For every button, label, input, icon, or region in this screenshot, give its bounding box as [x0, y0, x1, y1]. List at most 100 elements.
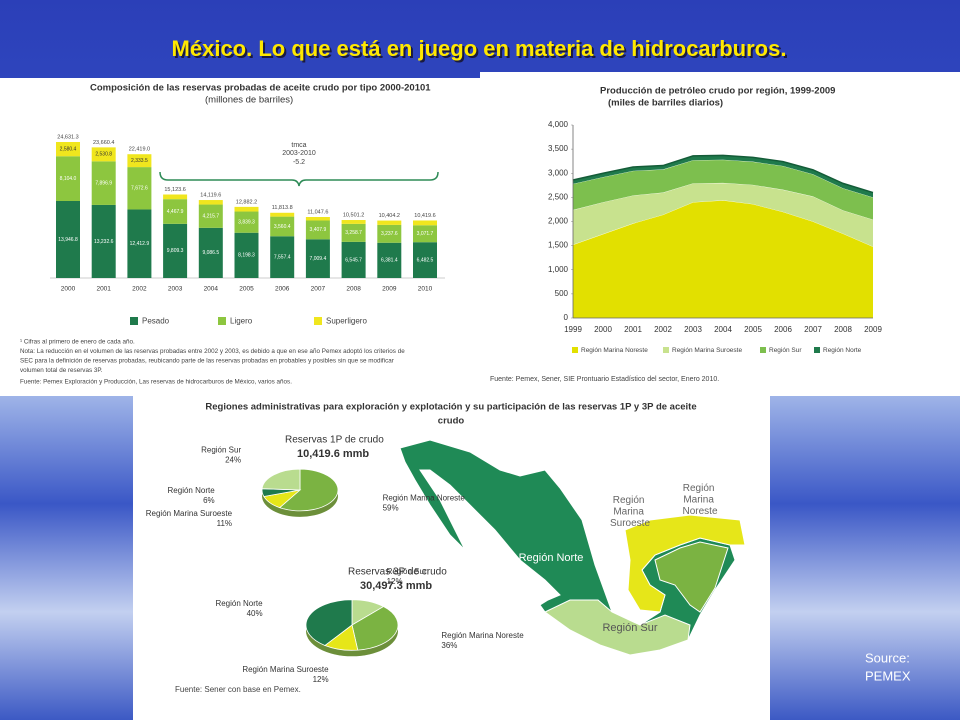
map-region — [624, 514, 746, 613]
pie-label: Región Marina Noreste — [383, 493, 466, 502]
pie-slice — [278, 468, 339, 512]
x-tick-label: 2007 — [311, 286, 326, 293]
value-label: 3,258.7 — [345, 230, 362, 236]
pie-title: Reservas 3P de crudo — [348, 567, 447, 578]
value-label: 3,071.7 — [417, 231, 434, 237]
map-title: Regiones administrativas para exploració… — [205, 402, 696, 413]
value-label: 2,530.8 — [95, 152, 112, 158]
annotation: tmca — [291, 142, 306, 149]
value-label: 2,333.5 — [131, 158, 148, 164]
value-label: 3,407.9 — [310, 227, 327, 233]
bar-segment — [198, 227, 223, 278]
x-tick-label: 2005 — [744, 325, 762, 334]
x-tick-label: 2009 — [864, 325, 882, 334]
pie-label: Región Marina Suroeste — [242, 665, 329, 674]
total-label: 11,047.6 — [307, 209, 328, 215]
pie-value-label: 36% — [441, 641, 457, 650]
pie-label: Región Norte — [168, 486, 216, 495]
area — [573, 200, 873, 318]
x-tick-label: 2008 — [834, 325, 852, 334]
map-label: Región Marina Suroeste — [610, 495, 650, 529]
legend-label: Región Sur — [769, 347, 802, 354]
total-label: 10,501.2 — [343, 212, 364, 218]
bar-segment — [127, 154, 152, 168]
bar-segment — [341, 241, 366, 278]
x-tick-label: 2003 — [168, 286, 183, 293]
note: volumen total de reservas 3P. — [20, 367, 103, 374]
area — [573, 182, 873, 247]
x-tick-label: 2002 — [132, 286, 147, 293]
pie-label: Región Sur — [201, 446, 241, 455]
bar-segment — [270, 216, 295, 237]
y-tick-label: 1,000 — [548, 265, 569, 274]
pie-title: Reservas 1P de crudo — [285, 435, 384, 446]
x-tick-label: 2002 — [654, 325, 672, 334]
legend-label: Región Marina Noreste — [581, 347, 648, 354]
bar-segment — [305, 239, 330, 278]
bar-segment — [127, 167, 152, 210]
bar-segment — [91, 161, 116, 205]
value-label: 7,672.6 — [131, 186, 148, 192]
map-title: crudo — [438, 416, 465, 427]
bar-segment — [270, 236, 295, 278]
x-tick-label: 2009 — [382, 286, 397, 293]
bar-segment — [91, 147, 116, 162]
bar-segment — [163, 199, 188, 224]
total-label: 24,631.3 — [57, 134, 78, 140]
value-label: 2,580.4 — [60, 146, 77, 152]
legend-swatch — [663, 347, 669, 353]
total-label: 10,404.2 — [379, 213, 400, 219]
value-label: 4,467.9 — [167, 209, 184, 215]
pie-slice — [305, 599, 353, 646]
pie-label: Región Norte — [215, 599, 263, 608]
value-label: 8,198.3 — [238, 253, 255, 259]
x-tick-label: 2004 — [204, 286, 219, 293]
annotation: -5.2 — [293, 159, 305, 166]
value-label: 6,482.5 — [417, 257, 434, 263]
y-tick-label: 2,500 — [548, 192, 569, 201]
bar-segment — [413, 220, 437, 226]
value-label: 3,560.4 — [274, 224, 291, 230]
map-region — [654, 541, 729, 613]
legend-label: Pesado — [142, 317, 170, 326]
value-label: 6,545.7 — [345, 257, 362, 263]
legend-label: Región Marina Suroeste — [672, 347, 742, 354]
area-edge — [572, 154, 874, 194]
y-tick-label: 0 — [564, 313, 569, 322]
pie-subtitle: 30,497.3 mmb — [360, 580, 432, 592]
total-label: 22,419.0 — [129, 147, 150, 153]
total-label: 10,419.6 — [414, 213, 435, 219]
x-tick-label: 2006 — [275, 286, 290, 293]
value-label: 13,232.6 — [94, 239, 114, 245]
area — [573, 159, 873, 220]
legend-swatch — [314, 317, 322, 325]
y-tick-label: 3,000 — [548, 168, 569, 177]
pie-value-label: 11% — [217, 519, 232, 528]
pie-value-label: 12% — [387, 577, 403, 586]
y-tick-label: 3,500 — [548, 144, 569, 153]
pie-value-label: 12% — [313, 675, 329, 684]
x-tick-label: 2000 — [594, 325, 612, 334]
chart-subtitle: (miles de barriles diarios) — [608, 98, 723, 109]
bar-segment — [198, 204, 223, 228]
y-tick-label: 1,500 — [548, 241, 569, 250]
legend-swatch — [218, 317, 226, 325]
bar-segment — [377, 242, 402, 278]
annotation: 2003-2010 — [282, 150, 316, 157]
x-tick-label: 2000 — [61, 286, 76, 293]
legend-swatch — [130, 317, 138, 325]
total-label: 15,123.6 — [164, 187, 185, 193]
chart-subtitle: (millones de barriles) — [205, 95, 293, 106]
bar-segment — [56, 156, 80, 201]
value-label: 3,237.6 — [381, 231, 398, 237]
bar-segment — [163, 223, 188, 278]
bar-segment — [377, 220, 402, 225]
pie-value-label: 40% — [247, 609, 263, 618]
value-label: 7,009.4 — [310, 256, 327, 262]
bar-segment — [413, 242, 437, 278]
legend-label: Ligero — [230, 317, 253, 326]
bar-segment — [234, 232, 259, 278]
bar-chart: Composición de las reservas probadas de … — [20, 83, 445, 386]
map-panel: Regiones administrativas para exploració… — [146, 402, 746, 694]
x-tick-label: 2004 — [714, 325, 732, 334]
